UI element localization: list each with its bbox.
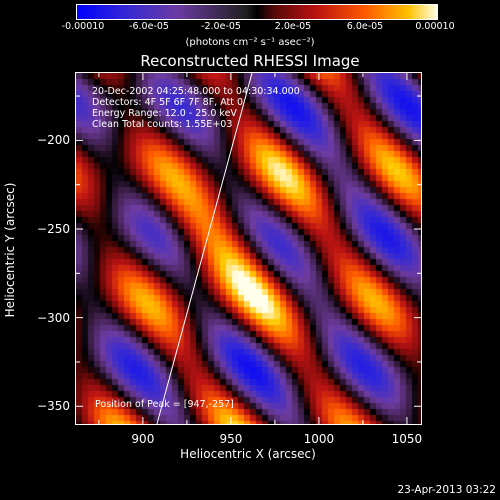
colorbar-tick-label: -2.0e-05 <box>201 21 241 32</box>
y-tick-label: −300 <box>37 310 70 325</box>
chart-title: Reconstructed RHESSI Image <box>140 52 360 70</box>
y-tick-label: −200 <box>37 133 70 148</box>
colorbar-tick-label: -0.00010 <box>61 21 105 32</box>
colorbar-tick-label: 2.0e-05 <box>274 21 312 32</box>
solar-limb-line <box>156 73 253 424</box>
y-tick-label: −350 <box>37 399 70 414</box>
plot-area <box>75 72 422 425</box>
info-line-energy: Energy Range: 12.0 - 25.0 keV <box>92 108 237 119</box>
colorbar-tick-label: 0.00010 <box>415 21 455 32</box>
info-line-clean: Clean Total counts: 1.55E+03 <box>92 119 233 130</box>
x-tick-label: 950 <box>219 432 243 446</box>
info-line-time: 20-Dec-2002 04:25:48.000 to 04:30:34.000 <box>92 86 300 97</box>
y-tick-label: −250 <box>37 222 70 236</box>
info-line-detectors: Detectors: 4F 5F 6F 7F 8F, Att 0 <box>92 97 244 108</box>
colorbar-tick-label: -6.0e-05 <box>129 21 169 32</box>
colorbar-tick-label: 6.0e-05 <box>346 21 384 32</box>
y-axis-label: Heliocentric Y (arcsec) <box>3 182 17 318</box>
peak-position-label: Position of Peak = [947,-257] <box>95 399 234 410</box>
x-tick-label: 900 <box>131 432 155 446</box>
colorbar <box>76 4 438 20</box>
plot-overlay <box>76 73 421 424</box>
x-tick-label: 1050 <box>391 432 423 446</box>
heatmap-image <box>76 73 421 424</box>
x-tick-label: 1000 <box>303 432 335 446</box>
x-axis-label: Heliocentric X (arcsec) <box>180 447 316 461</box>
footer-timestamp: 23-Apr-2013 03:22 <box>397 484 496 496</box>
colorbar-units: (photons cm⁻² s⁻¹ asec⁻²) <box>185 37 315 48</box>
